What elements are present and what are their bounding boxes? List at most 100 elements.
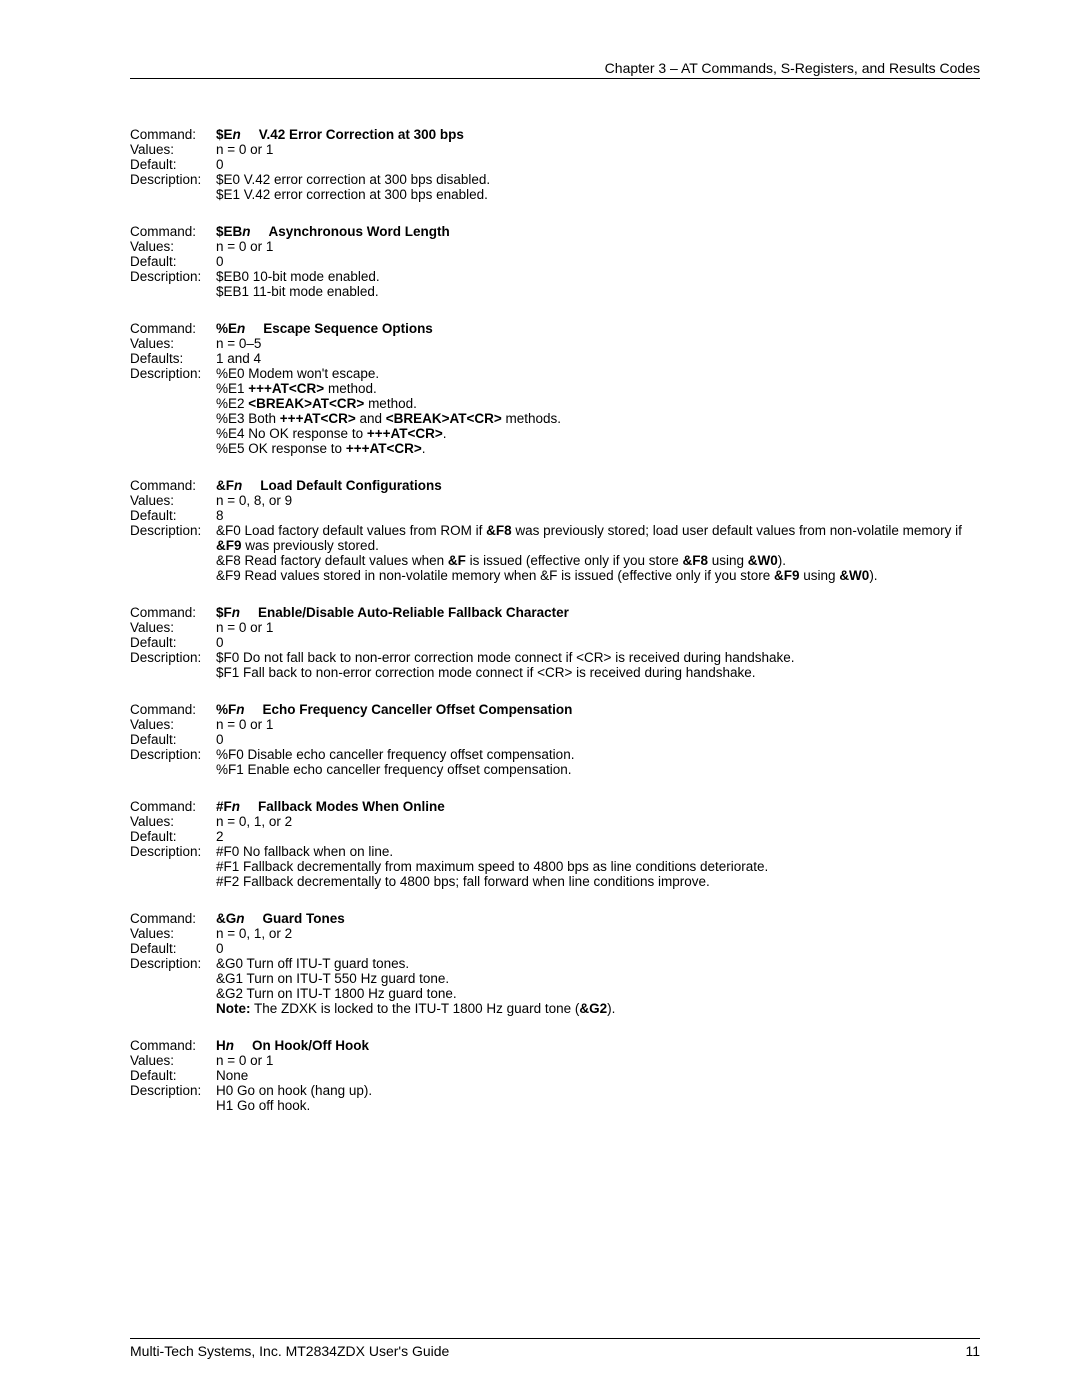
command-block: Command: #FnFallback Modes When Online V… bbox=[130, 799, 980, 889]
default-text: 0 bbox=[216, 157, 980, 172]
label-default: Default: bbox=[130, 635, 216, 650]
cmd-var: n bbox=[232, 799, 240, 814]
values-text: n = 0, 1, or 2 bbox=[216, 814, 980, 829]
cmd-var: n bbox=[234, 478, 242, 493]
label-default: Default: bbox=[130, 941, 216, 956]
label-default: Default: bbox=[130, 732, 216, 747]
chapter-header: Chapter 3 – AT Commands, S-Registers, an… bbox=[130, 60, 980, 79]
label-values: Values: bbox=[130, 926, 216, 941]
default-text: None bbox=[216, 1068, 980, 1083]
desc-text: $F1 Fall back to non-error correction mo… bbox=[216, 665, 980, 680]
values-text: n = 0, 1, or 2 bbox=[216, 926, 980, 941]
desc-text: %E4 No OK response to +++AT<CR>. bbox=[216, 426, 980, 441]
label-values: Values: bbox=[130, 717, 216, 732]
label-description: Description: bbox=[130, 844, 216, 859]
label-command: Command: bbox=[130, 321, 216, 336]
label-description: Description: bbox=[130, 366, 216, 381]
cmd-var: n bbox=[236, 702, 244, 717]
default-text: 0 bbox=[216, 254, 980, 269]
label-description: Description: bbox=[130, 747, 216, 762]
cmd-title: Enable/Disable Auto-Reliable Fallback Ch… bbox=[258, 605, 569, 620]
label-default: Default: bbox=[130, 1068, 216, 1083]
default-text: 1 and 4 bbox=[216, 351, 980, 366]
desc-text: %E2 <BREAK>AT<CR> method. bbox=[216, 396, 980, 411]
label-command: Command: bbox=[130, 911, 216, 926]
desc-text: Note: The ZDXK is locked to the ITU-T 18… bbox=[216, 1001, 980, 1016]
desc-text: #F0 No fallback when on line. bbox=[216, 844, 980, 859]
cmd-title: Fallback Modes When Online bbox=[258, 799, 445, 814]
label-values: Values: bbox=[130, 142, 216, 157]
cmd-title: On Hook/Off Hook bbox=[252, 1038, 369, 1053]
label-command: Command: bbox=[130, 1038, 216, 1053]
label-description: Description: bbox=[130, 650, 216, 665]
cmd-title: Echo Frequency Canceller Offset Compensa… bbox=[263, 702, 573, 717]
cmd-var: n bbox=[237, 321, 245, 336]
desc-text: &F0 Load factory default values from ROM… bbox=[216, 523, 980, 553]
label-command: Command: bbox=[130, 799, 216, 814]
label-description: Description: bbox=[130, 523, 216, 538]
label-values: Values: bbox=[130, 493, 216, 508]
label-command: Command: bbox=[130, 702, 216, 717]
default-text: 0 bbox=[216, 635, 980, 650]
label-command: Command: bbox=[130, 224, 216, 239]
cmd-title: Asynchronous Word Length bbox=[269, 224, 450, 239]
footer-left: Multi-Tech Systems, Inc. MT2834ZDX User'… bbox=[130, 1343, 449, 1359]
command-block: Command: &Gn Guard Tones Values:n = 0, 1,… bbox=[130, 911, 980, 1016]
cmd-prefix: &F bbox=[216, 478, 234, 493]
values-text: n = 0 or 1 bbox=[216, 1053, 980, 1068]
label-default: Default: bbox=[130, 254, 216, 269]
desc-text: $EB1 11-bit mode enabled. bbox=[216, 284, 980, 299]
command-block: Command: %FnEcho Frequency Canceller Off… bbox=[130, 702, 980, 777]
page-number: 11 bbox=[965, 1343, 980, 1359]
cmd-title: V.42 Error Correction at 300 bps bbox=[259, 127, 464, 142]
label-description: Description: bbox=[130, 269, 216, 284]
cmd-prefix: %E bbox=[216, 321, 237, 336]
label-command: Command: bbox=[130, 478, 216, 493]
desc-text: %F0 Disable echo canceller frequency off… bbox=[216, 747, 980, 762]
desc-text: %E5 OK response to +++AT<CR>. bbox=[216, 441, 980, 456]
cmd-title: Guard Tones bbox=[263, 911, 345, 926]
desc-text: #F2 Fallback decrementally to 4800 bps; … bbox=[216, 874, 980, 889]
desc-text: %E0 Modem won't escape. bbox=[216, 366, 980, 381]
cmd-prefix: $EB bbox=[216, 224, 242, 239]
label-default: Default: bbox=[130, 508, 216, 523]
label-command: Command: bbox=[130, 127, 216, 142]
command-block: Command: %En Escape Sequence Options Valu… bbox=[130, 321, 980, 456]
command-block: Command: HnOn Hook/Off Hook Values:n = 0… bbox=[130, 1038, 980, 1113]
default-text: 8 bbox=[216, 508, 980, 523]
label-values: Values: bbox=[130, 814, 216, 829]
desc-text: $E1 V.42 error correction at 300 bps ena… bbox=[216, 187, 980, 202]
label-values: Values: bbox=[130, 620, 216, 635]
label-values: Values: bbox=[130, 1053, 216, 1068]
desc-text: &G0 Turn off ITU-T guard tones. bbox=[216, 956, 980, 971]
default-text: 0 bbox=[216, 941, 980, 956]
command-block: Command: $EBnAsynchronous Word Length Va… bbox=[130, 224, 980, 299]
label-values: Values: bbox=[130, 336, 216, 351]
desc-text: $EB0 10-bit mode enabled. bbox=[216, 269, 980, 284]
label-defaults: Defaults: bbox=[130, 351, 216, 366]
values-text: n = 0 or 1 bbox=[216, 620, 980, 635]
desc-text: %F1 Enable echo canceller frequency offs… bbox=[216, 762, 980, 777]
label-values: Values: bbox=[130, 239, 216, 254]
command-block: Command: $FnEnable/Disable Auto-Reliable… bbox=[130, 605, 980, 680]
command-block: Command: $En V.42 Error Correction at 30… bbox=[130, 127, 980, 202]
desc-text: $F0 Do not fall back to non-error correc… bbox=[216, 650, 980, 665]
desc-text: H1 Go off hook. bbox=[216, 1098, 980, 1113]
cmd-title: Load Default Configurations bbox=[260, 478, 442, 493]
default-text: 2 bbox=[216, 829, 980, 844]
cmd-prefix: &G bbox=[216, 911, 236, 926]
values-text: n = 0 or 1 bbox=[216, 717, 980, 732]
values-text: n = 0 or 1 bbox=[216, 142, 980, 157]
desc-text: #F1 Fallback decrementally from maximum … bbox=[216, 859, 980, 874]
desc-text: &F8 Read factory default values when &F … bbox=[216, 553, 980, 568]
cmd-var: n bbox=[226, 1038, 234, 1053]
label-default: Default: bbox=[130, 829, 216, 844]
cmd-var: n bbox=[233, 127, 241, 142]
cmd-prefix: $E bbox=[216, 127, 233, 142]
cmd-var: n bbox=[232, 605, 240, 620]
values-text: n = 0, 8, or 9 bbox=[216, 493, 980, 508]
label-default: Default: bbox=[130, 157, 216, 172]
cmd-title: Escape Sequence Options bbox=[263, 321, 433, 336]
cmd-var: n bbox=[236, 911, 244, 926]
default-text: 0 bbox=[216, 732, 980, 747]
